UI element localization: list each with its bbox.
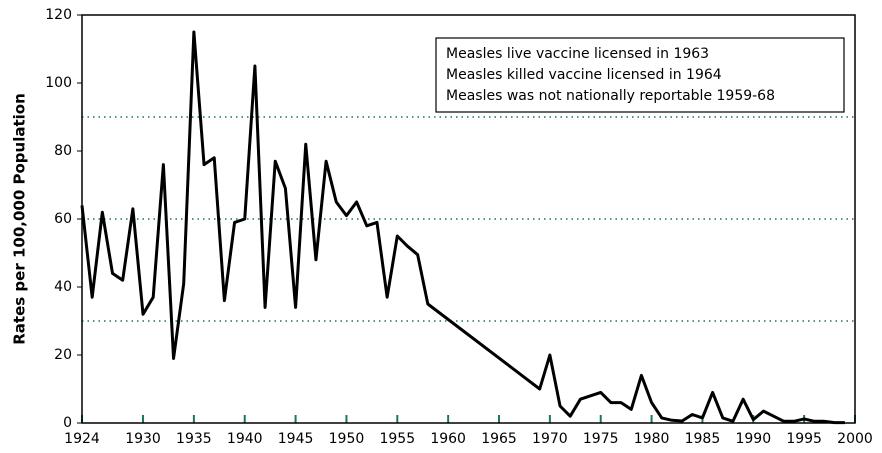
annotation: Measles was not nationally reportable 19… xyxy=(446,88,775,104)
y-tick-label: 80 xyxy=(54,143,72,159)
x-tick-label: 1995 xyxy=(786,431,822,447)
x-tick-label: 1930 xyxy=(125,431,161,447)
x-tick-label: 1965 xyxy=(481,431,517,447)
x-tick-label: 1955 xyxy=(379,431,415,447)
x-tick-label: 1960 xyxy=(430,431,466,447)
x-tick-label: 1945 xyxy=(278,431,314,447)
y-tick-label: 20 xyxy=(54,347,72,363)
x-tick-label: 1940 xyxy=(227,431,263,447)
x-tick-label: 1980 xyxy=(634,431,670,447)
x-tick-label: 2000 xyxy=(837,431,873,447)
plot-frame xyxy=(81,14,856,424)
data-line xyxy=(80,30,845,425)
x-tick-label: 1990 xyxy=(735,431,771,447)
x-tick-label: 1935 xyxy=(176,431,212,447)
y-tick-label: 100 xyxy=(45,75,72,91)
annotation: Measles killed vaccine licensed in 1964 xyxy=(446,67,722,83)
annotation: Measles live vaccine licensed in 1963 xyxy=(446,46,709,62)
x-tick-label: 1975 xyxy=(583,431,619,447)
x-tick-label: 1924 xyxy=(64,431,100,447)
y-tick-label: 0 xyxy=(63,415,72,431)
x-tick-label: 1970 xyxy=(532,431,568,447)
x-tick-label: 1950 xyxy=(329,431,365,447)
annotation-box xyxy=(435,37,845,113)
y-tick-label: 120 xyxy=(45,7,72,23)
y-tick-label: 60 xyxy=(54,211,72,227)
y-tick-label: 40 xyxy=(54,279,72,295)
y-axis-label: Rates per 100,000 Population xyxy=(11,93,29,345)
x-tick-label: 1985 xyxy=(685,431,721,447)
